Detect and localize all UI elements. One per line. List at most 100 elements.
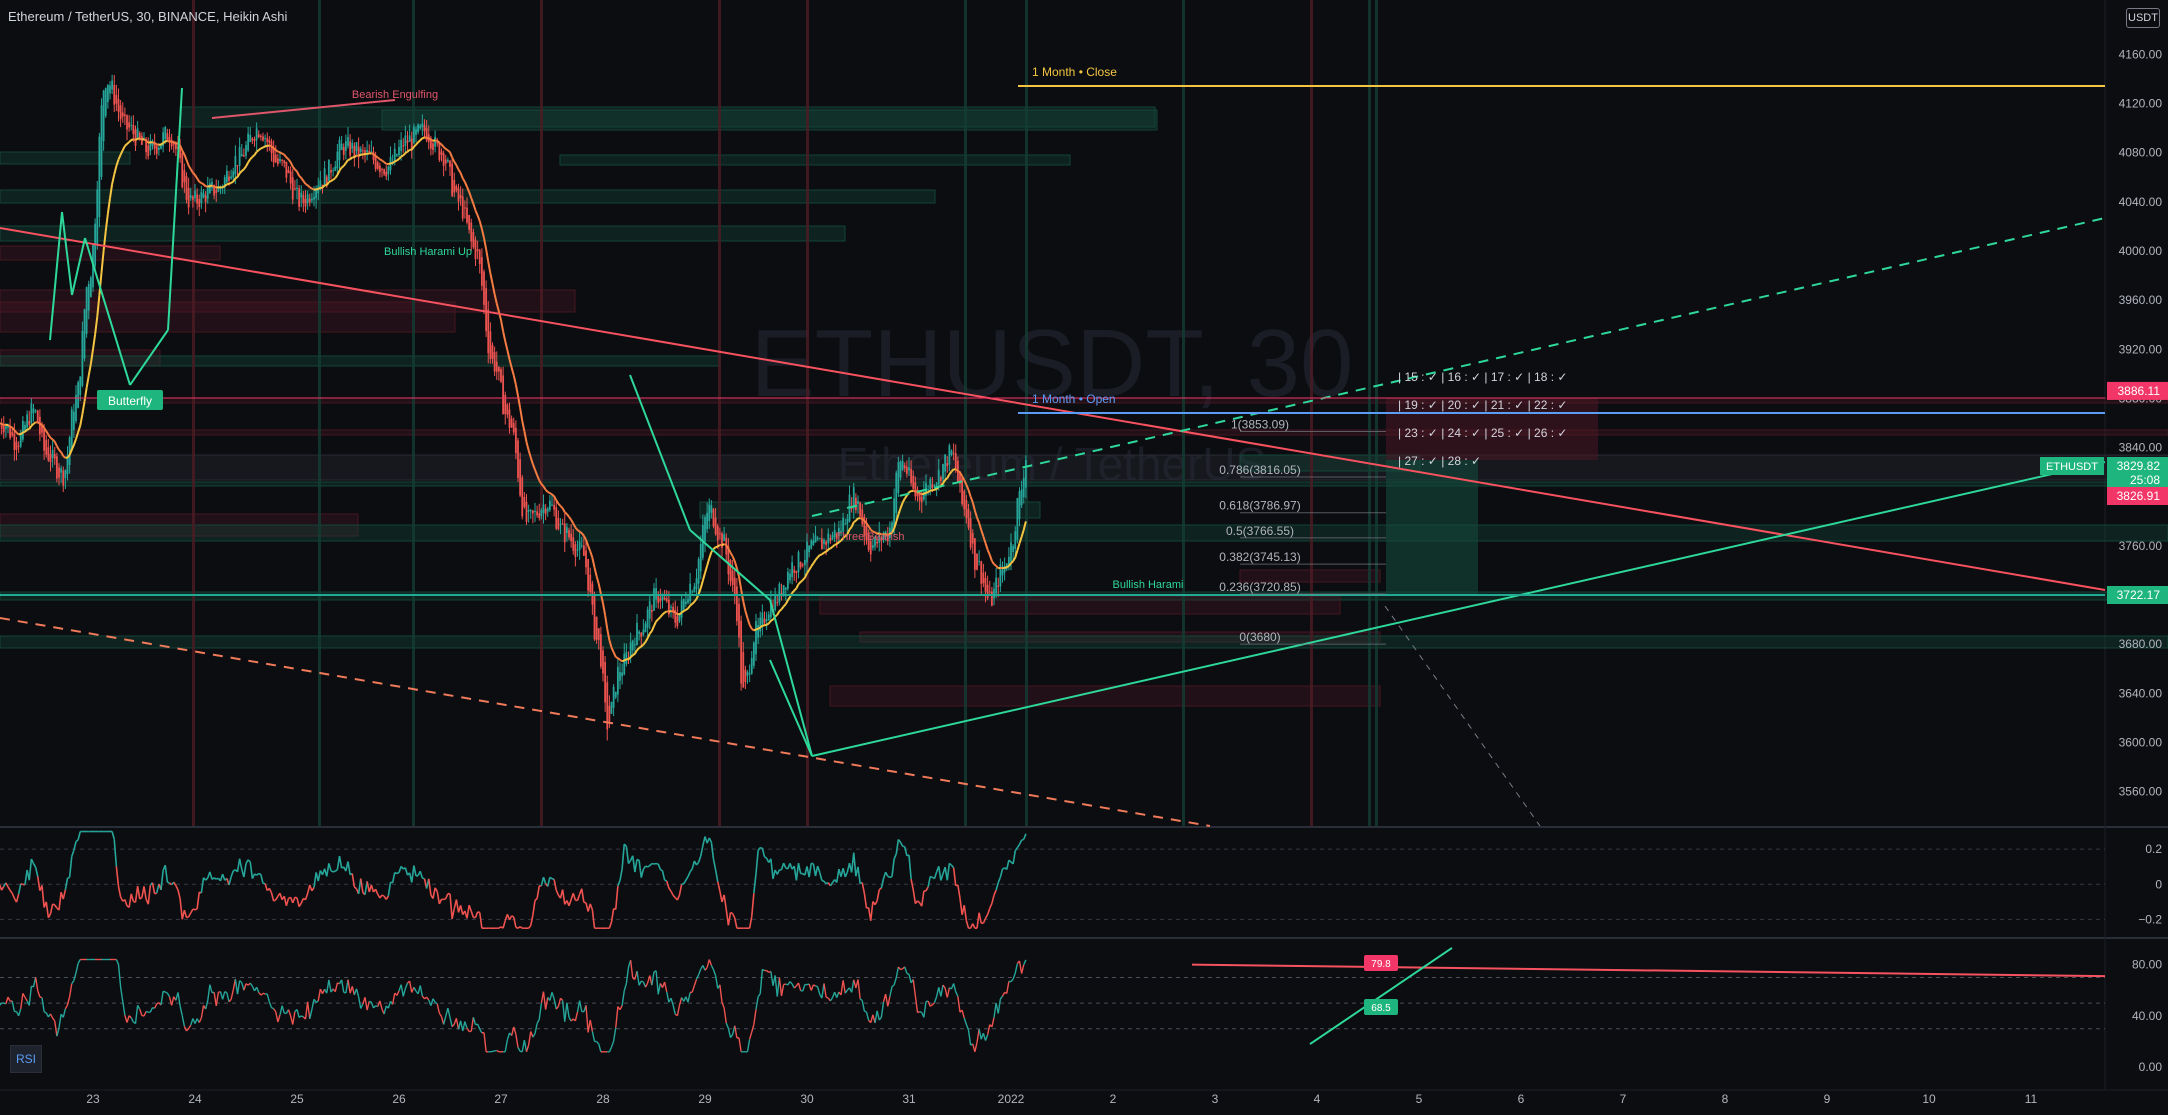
moving-average [318,188,320,189]
grid-label-row3: | 23 : ✓ | 24 : ✓ | 25 : ✓ | 26 : ✓ [1398,426,1567,440]
candle-body [817,538,819,539]
session-stripe [192,0,195,826]
candle-body [625,652,627,664]
candle-body [861,509,863,524]
oscillator-line [930,876,932,877]
candle-body [268,140,270,143]
moving-average [329,181,331,182]
candle-body [617,667,619,695]
moving-average [10,427,12,428]
oscillator-line [512,916,514,917]
time-tick-label: 3 [1212,1092,1219,1106]
time-tick-label: 23 [86,1092,100,1106]
time-tick-label: 9 [1824,1092,1831,1106]
price-tick-label: 3640.00 [2119,686,2163,700]
candle-body [602,650,604,673]
price-tick-label: 3840.00 [2119,441,2163,455]
candle-body [968,509,970,527]
candle-body [460,195,462,198]
session-stripe [318,0,321,826]
moving-average [828,548,830,549]
moving-average [34,422,36,424]
candle-body [1012,546,1014,552]
candle-body [608,706,610,722]
candle-body [623,654,625,675]
candle-body [560,524,562,525]
oscillator-line [68,877,70,878]
candle-body [749,673,751,674]
rsi-indicator-button[interactable]: RSI [10,1045,42,1073]
moving-average [306,184,308,185]
candle-body [596,617,598,640]
candle-body [396,154,398,155]
candle-body [931,484,933,488]
candle-body [870,541,872,554]
candle-body [400,140,402,151]
rsi-line [907,973,909,974]
moving-average [382,160,384,162]
candle-body [370,151,372,152]
candle-body [800,562,802,567]
candle-body [632,641,634,651]
candle-body [846,519,848,524]
candle-body [776,602,778,603]
candle-body [485,288,487,331]
moving-average [155,143,157,144]
candle-body [1014,531,1016,549]
candle-body [551,504,553,505]
candle-body [256,128,258,140]
candle-body [815,535,817,542]
currency-badge[interactable]: USDT [2126,8,2160,28]
candle-body [713,509,715,526]
time-tick-label: 29 [698,1092,712,1106]
candle-body [328,160,330,181]
moving-average [618,658,620,660]
candle-body [859,502,861,516]
price-tick-label: 3600.00 [2119,735,2163,749]
candle-body [13,434,15,450]
moving-average [765,625,767,626]
moving-average [1007,566,1009,567]
candle-body [980,561,982,583]
candle-body [687,599,689,603]
candle-body [345,141,347,151]
candle-body [203,193,205,197]
moving-average [754,629,756,630]
moving-average [365,154,367,155]
moving-average [348,159,350,160]
moving-average [820,554,822,555]
oscillator-line [890,877,892,878]
fib-level-label: 0.618(3786.97) [1219,499,1300,513]
oscillator-line [195,909,197,910]
candle-body [294,188,296,189]
candle-body [383,169,385,174]
oscillator-line [444,899,446,900]
candle-body [778,584,780,602]
candle-body [192,197,194,200]
candle-body [982,573,984,584]
candle-body [156,146,158,154]
candle-body [209,183,211,192]
candle-body [900,462,902,478]
moving-average [622,660,624,661]
candle-body [404,136,406,146]
candle-body [52,450,54,458]
candle-body [946,463,948,466]
candle-body [215,190,217,193]
moving-average [427,138,429,139]
moving-average [361,154,363,155]
moving-average [665,611,667,612]
moving-average [310,187,312,188]
moving-average [136,139,138,140]
month-open-label: 1 Month • Open [1032,392,1116,406]
time-tick-label: 10 [1922,1092,1936,1106]
candle-body [670,607,672,608]
candle-body [910,469,912,483]
candle-body [691,591,693,592]
moving-average [140,139,142,140]
candle-body [487,310,489,353]
candle-body [241,154,243,156]
candle-body [109,85,111,93]
